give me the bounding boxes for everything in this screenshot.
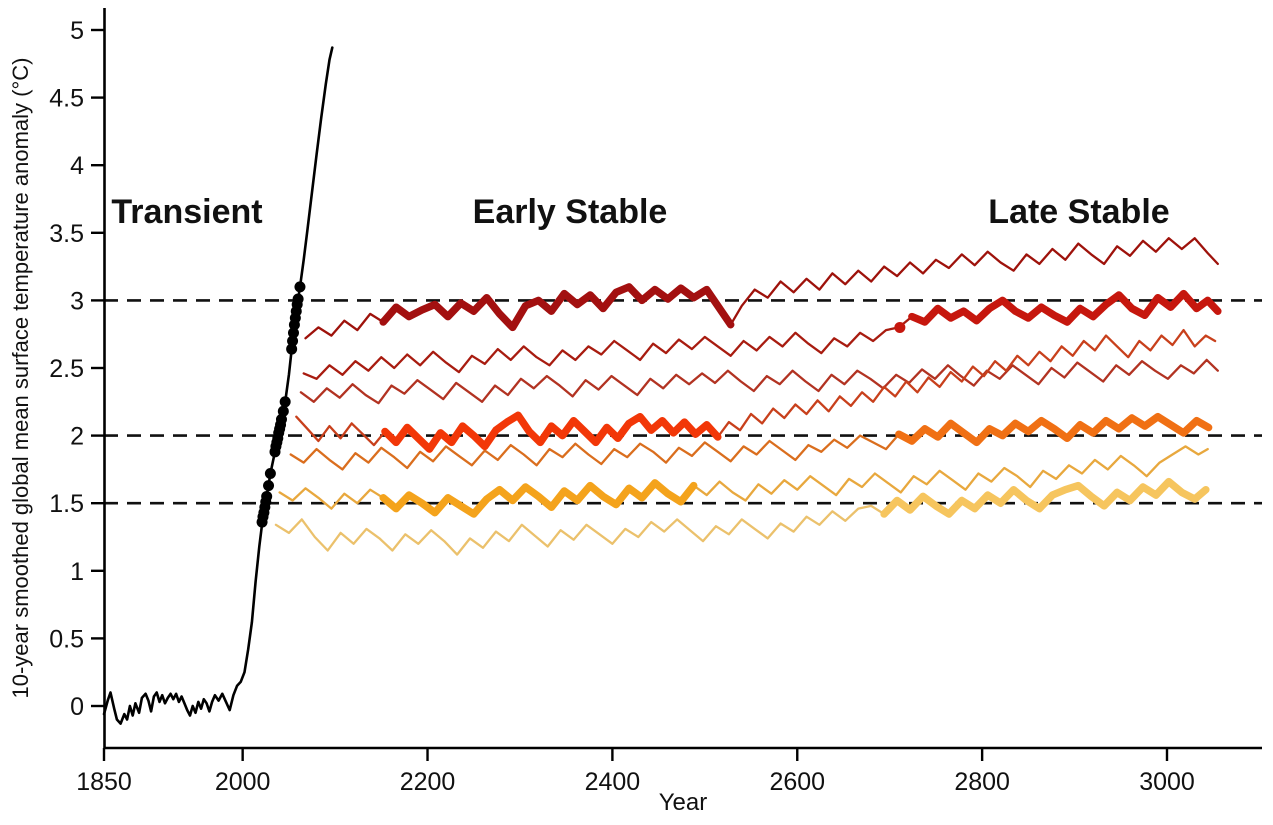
- x-tick-label: 2600: [769, 768, 825, 796]
- y-tick-label: 5: [70, 17, 84, 45]
- branch-dot: [292, 293, 304, 305]
- late-stable-3c-branch-dot: [894, 321, 906, 333]
- y-tick-label: 0: [70, 693, 84, 721]
- x-tick-label: 2800: [954, 768, 1010, 796]
- x-tick-label: 1850: [76, 768, 132, 796]
- branch-dot: [277, 405, 289, 417]
- late-stable-1-5c-highlight: [880, 477, 1210, 518]
- y-tick-label: 3.5: [49, 220, 84, 248]
- y-tick-label: 4: [70, 152, 84, 180]
- branch-dot: [263, 480, 275, 492]
- branch-dot: [294, 281, 306, 293]
- early-stable-2c-highlight: [381, 411, 722, 453]
- branch-dot: [261, 490, 273, 502]
- early-stable-label: Early Stable: [473, 193, 668, 231]
- x-tick-label: 2200: [400, 768, 456, 796]
- branch-dot: [286, 343, 298, 355]
- y-tick-label: 2: [70, 423, 84, 451]
- late-stable-2c-highlight: [895, 412, 1213, 447]
- branch-dot: [287, 327, 299, 339]
- x-tick-label: 2000: [215, 768, 271, 796]
- y-tick-label: 4.5: [49, 85, 84, 113]
- y-tick-label: 3: [70, 287, 84, 315]
- y-axis-title: 10-year smoothed global mean surface tem…: [8, 58, 33, 699]
- transient-historical-line: [102, 46, 334, 725]
- early-stable-3c-line: [304, 237, 1219, 340]
- y-tick-label: 0.5: [49, 625, 84, 653]
- late-stable-label: Late Stable: [988, 193, 1169, 231]
- early-stable-1-5c-highlight: [379, 479, 698, 518]
- late-stable-3c-highlight: [908, 289, 1222, 326]
- transient-label: Transient: [111, 193, 262, 231]
- branch-dot: [279, 396, 291, 408]
- mid-red-run-line: [299, 358, 1219, 405]
- y-tick-label: 1: [70, 558, 84, 586]
- x-tick-label: 2400: [585, 768, 641, 796]
- early-stable-3c-highlight: [379, 283, 735, 332]
- branch-dot: [264, 467, 276, 479]
- x-axis-title: Year: [659, 789, 708, 816]
- branch-dot: [287, 335, 299, 347]
- y-tick-label: 1.5: [49, 490, 84, 518]
- x-tick-label: 3000: [1139, 768, 1195, 796]
- plot-layer: 5 4.5 4 3.5 3 2.5 2 1.5 1 0.5 0 1850 2000 2200 2400 260…: [49, 8, 1262, 796]
- y-tick-label: 2.5: [49, 355, 84, 383]
